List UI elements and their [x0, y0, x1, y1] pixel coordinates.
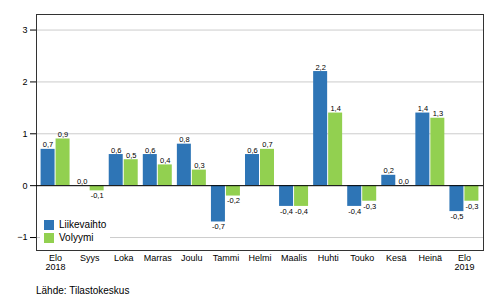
- svg-text:0,4: 0,4: [160, 156, 170, 165]
- svg-text:-0,4: -0,4: [348, 207, 361, 216]
- svg-text:−1: −1: [17, 232, 27, 242]
- svg-text:Marras: Marras: [144, 253, 173, 263]
- svg-text:Loka: Loka: [114, 253, 134, 263]
- svg-text:Kesä: Kesä: [386, 253, 407, 263]
- svg-text:-0,3: -0,3: [465, 202, 478, 211]
- svg-text:-0,1: -0,1: [91, 191, 104, 200]
- svg-text:Syys: Syys: [80, 253, 100, 263]
- svg-text:0,7: 0,7: [262, 140, 272, 149]
- svg-text:Tammi: Tammi: [213, 253, 240, 263]
- svg-text:Maalis: Maalis: [281, 253, 308, 263]
- svg-text:-0,4: -0,4: [295, 207, 308, 216]
- svg-text:-0,5: -0,5: [450, 212, 463, 221]
- svg-text:3: 3: [22, 25, 27, 35]
- svg-text:Touko: Touko: [350, 253, 374, 263]
- svg-text:0: 0: [22, 181, 27, 191]
- svg-text:-0,4: -0,4: [280, 207, 293, 216]
- svg-text:0,0: 0,0: [399, 177, 409, 186]
- svg-text:1,4: 1,4: [330, 104, 340, 113]
- svg-text:2: 2: [22, 77, 27, 87]
- svg-text:1: 1: [22, 129, 27, 139]
- svg-text:0,7: 0,7: [43, 140, 53, 149]
- svg-text:0,3: 0,3: [194, 161, 204, 170]
- svg-text:0,0: 0,0: [77, 177, 87, 186]
- svg-text:0,6: 0,6: [247, 146, 257, 155]
- svg-text:Helmi: Helmi: [248, 253, 271, 263]
- svg-text:0,2: 0,2: [384, 166, 394, 175]
- html-text:Lähde: Tilastokeskus: Lähde: Tilastokeskus: [36, 285, 130, 296]
- svg-text:1,3: 1,3: [433, 109, 443, 118]
- html-text:Volyymi: Volyymi: [59, 232, 94, 243]
- svg-text:-0,7: -0,7: [212, 222, 225, 231]
- svg-text:Elo2018: Elo2018: [46, 253, 66, 272]
- html-text:Liikevaihto: Liikevaihto: [59, 219, 107, 230]
- svg-text:0,6: 0,6: [111, 146, 121, 155]
- svg-text:Heinä: Heinä: [419, 253, 443, 263]
- svg-text:-0,3: -0,3: [363, 202, 376, 211]
- svg-text:0,6: 0,6: [145, 146, 155, 155]
- svg-text:0,5: 0,5: [126, 151, 136, 160]
- svg-text:0,9: 0,9: [58, 130, 68, 139]
- svg-text:Joulu: Joulu: [181, 253, 203, 263]
- svg-text:-0,2: -0,2: [227, 196, 240, 205]
- svg-text:Elo2019: Elo2019: [454, 253, 474, 272]
- svg-text:1,4: 1,4: [418, 104, 428, 113]
- svg-text:Huhti: Huhti: [318, 253, 339, 263]
- svg-text:2,2: 2,2: [315, 63, 325, 72]
- svg-text:0,8: 0,8: [179, 135, 189, 144]
